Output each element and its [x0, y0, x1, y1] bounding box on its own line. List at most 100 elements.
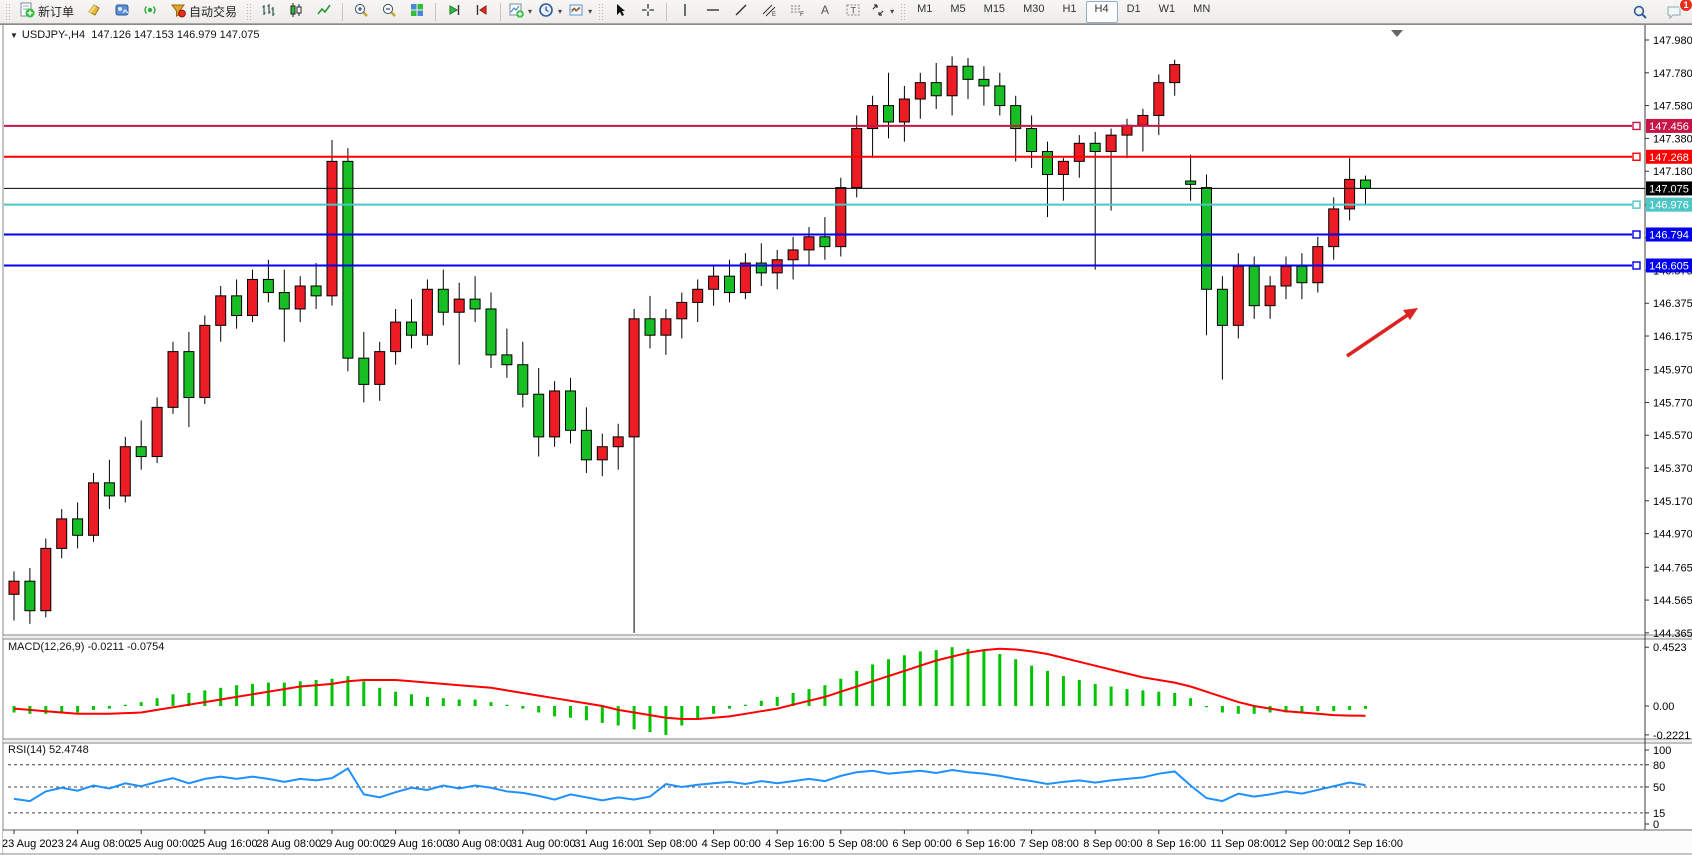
timeframe-m5-button[interactable]: M5 [950, 2, 966, 15]
dropdown-caret-icon: ▾ [588, 7, 593, 16]
svg-text:147.780: 147.780 [1653, 68, 1692, 80]
gold-tag-icon [86, 2, 102, 21]
timeframe-m30-button[interactable]: M30 [1023, 2, 1045, 15]
timeframe-m1-button[interactable]: M1 [917, 2, 933, 15]
price-level-lines[interactable] [4, 121, 1645, 270]
timeframe-m15-button[interactable]: M15 [983, 2, 1006, 15]
toolbar-grip[interactable] [246, 2, 252, 21]
candle [580, 407, 592, 473]
timeframe-h4-button[interactable]: H4 [1085, 0, 1118, 23]
dropdown-caret-icon: ▾ [528, 7, 533, 16]
scroll-to-end-button[interactable] [440, 1, 468, 23]
history-center-button[interactable] [80, 1, 108, 23]
svg-text:F: F [800, 11, 804, 18]
svg-text:147.580: 147.580 [1653, 101, 1692, 113]
line-chart-mode-button[interactable] [310, 1, 338, 23]
candle [835, 177, 847, 257]
timeframe-mn-button[interactable]: MN [1193, 2, 1211, 15]
svg-text:144.970: 144.970 [1653, 529, 1692, 541]
toolbar-grip[interactable] [5, 2, 10, 21]
autotrade-button[interactable]: 自动交易 [164, 1, 243, 23]
svg-text:15: 15 [1653, 808, 1665, 820]
price-chart[interactable]: 147.980 147.780 147.580 147.380 147.180 146.9… [0, 25, 1692, 855]
toolbar-grip[interactable] [598, 2, 604, 21]
candle [40, 538, 52, 618]
candle [1185, 154, 1197, 201]
autotrade-label: 自动交易 [189, 5, 238, 19]
zoom-in-icon [353, 2, 369, 21]
timeframe-d1-button[interactable]: D1 [1126, 2, 1141, 15]
text-button[interactable]: A [811, 1, 839, 23]
candle [819, 217, 831, 260]
candle [787, 236, 799, 280]
candle [247, 269, 258, 323]
line-handle[interactable] [1632, 230, 1641, 239]
candle [549, 381, 561, 447]
periods-button[interactable]: ▾ [535, 1, 565, 23]
svg-text:28 Aug 08:00: 28 Aug 08:00 [256, 838, 321, 850]
bar-chart-mode-button[interactable] [254, 1, 282, 23]
line-handle[interactable] [1632, 121, 1641, 131]
svg-text:145.770: 145.770 [1653, 397, 1692, 409]
tile-windows-button[interactable] [403, 1, 431, 23]
market-watch-button[interactable] [108, 1, 136, 23]
horizontal-line-button[interactable] [699, 1, 727, 23]
new-order-label: 新订单 [38, 5, 75, 19]
crosshair-button[interactable] [634, 1, 662, 23]
candle [374, 341, 386, 401]
fibonacci-button[interactable]: F [783, 1, 811, 23]
notification-badge: 1 [1679, 0, 1692, 12]
rsi-indicator-label: RSI(14) 52.4748 [8, 744, 89, 756]
candle [103, 459, 115, 510]
timeframe-h1-button[interactable]: H1 [1062, 2, 1077, 15]
search-button[interactable] [1626, 2, 1654, 24]
svg-text:146.375: 146.375 [1653, 298, 1692, 310]
candlestick-mode-button[interactable] [282, 1, 310, 23]
trader-icon [114, 2, 130, 21]
indicators-button[interactable]: ▾ [505, 1, 535, 23]
timeframe-w1-button[interactable]: W1 [1158, 2, 1176, 15]
chart-window: 147.980 147.780 147.580 147.380 147.180 146.9… [0, 24, 1692, 855]
candle [72, 502, 84, 549]
text-label-button[interactable]: T [839, 1, 867, 23]
vertical-line-button[interactable] [671, 1, 699, 23]
notifications-button[interactable]: 1 [1660, 0, 1692, 24]
cursor-button[interactable] [606, 1, 634, 23]
line-handle[interactable] [1632, 261, 1641, 270]
candle [406, 299, 417, 349]
svg-text:4 Sep 16:00: 4 Sep 16:00 [765, 838, 824, 850]
candle [437, 269, 449, 326]
svg-text:146.794: 146.794 [1649, 230, 1689, 242]
zoom-in-button[interactable] [347, 1, 375, 23]
candle [183, 331, 195, 428]
candle [1201, 174, 1212, 336]
svg-text:147.075: 147.075 [1649, 183, 1689, 195]
pane-splitters[interactable] [3, 634, 1692, 831]
chart-shift-button[interactable] [468, 1, 496, 23]
signals-button[interactable] [136, 1, 164, 23]
arrows-button[interactable]: ▾ [867, 1, 897, 23]
equidistant-channel-button[interactable]: E [755, 1, 783, 23]
candle [724, 259, 735, 303]
zoom-out-button[interactable] [375, 1, 403, 23]
svg-text:145.570: 145.570 [1653, 430, 1692, 442]
zoom-out-icon [381, 2, 397, 21]
price-badges: 147.456 147.268 147.075 146.976 146.794 146.6… [1646, 118, 1692, 273]
line-handle[interactable] [1632, 152, 1641, 161]
trendline-button[interactable] [727, 1, 755, 23]
toolbar-grip[interactable] [900, 2, 906, 21]
chart-symbol-period: USDJPY-,H4 [21, 29, 86, 41]
chart-shift-marker-icon[interactable] [1391, 30, 1403, 37]
templates-button[interactable]: ▾ [565, 1, 595, 23]
svg-text:145.170: 145.170 [1653, 496, 1692, 508]
candle [469, 276, 481, 323]
crosshair-icon [640, 2, 656, 21]
svg-text:23 Aug 2023: 23 Aug 2023 [2, 838, 64, 850]
line-handle[interactable] [1632, 200, 1641, 209]
new-order-button[interactable]: 新订单 [13, 1, 80, 23]
svg-text:5 Sep 08:00: 5 Sep 08:00 [829, 838, 888, 850]
collapse-triangle-icon[interactable]: ▼ [10, 31, 18, 40]
trend-arrow-annotation[interactable] [1346, 308, 1418, 358]
svg-text:8 Sep 16:00: 8 Sep 16:00 [1147, 838, 1206, 850]
